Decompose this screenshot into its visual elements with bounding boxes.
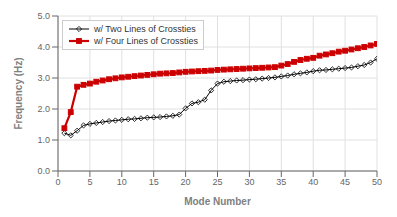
svg-text:50: 50 bbox=[372, 177, 382, 187]
svg-text:5: 5 bbox=[87, 177, 92, 187]
svg-text:Mode Number: Mode Number bbox=[184, 196, 251, 207]
svg-text:0.0: 0.0 bbox=[37, 166, 50, 176]
svg-text:35: 35 bbox=[276, 177, 286, 187]
svg-text:1.0: 1.0 bbox=[37, 135, 50, 145]
svg-text:5.0: 5.0 bbox=[37, 11, 50, 21]
svg-text:10: 10 bbox=[117, 177, 127, 187]
html-text:w/ Two Lines of Crossties: w/ Two Lines of Crossties bbox=[94, 24, 196, 34]
svg-text:0: 0 bbox=[55, 177, 60, 187]
svg-text:Frequency (Hz): Frequency (Hz) bbox=[13, 57, 24, 129]
svg-text:25: 25 bbox=[212, 177, 222, 187]
svg-text:15: 15 bbox=[149, 177, 159, 187]
svg-text:2.0: 2.0 bbox=[37, 104, 50, 114]
svg-text:3.0: 3.0 bbox=[37, 73, 50, 83]
svg-text:20: 20 bbox=[181, 177, 191, 187]
svg-text:4.0: 4.0 bbox=[37, 42, 50, 52]
html-text:w/ Four Lines of Crossties: w/ Four Lines of Crossties bbox=[94, 36, 198, 46]
svg-text:40: 40 bbox=[308, 177, 318, 187]
svg-text:30: 30 bbox=[244, 177, 254, 187]
svg-text:45: 45 bbox=[340, 177, 350, 187]
